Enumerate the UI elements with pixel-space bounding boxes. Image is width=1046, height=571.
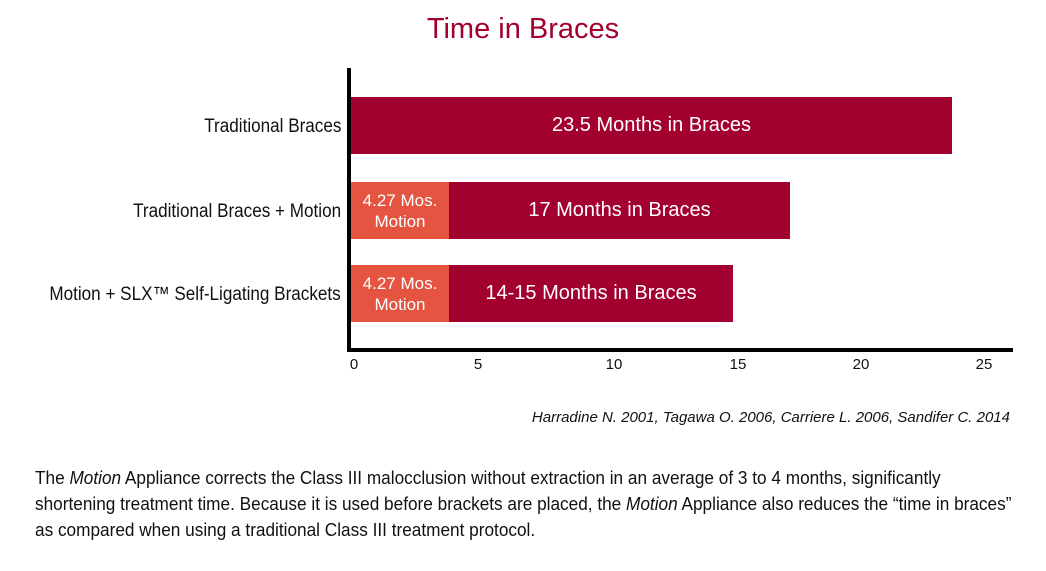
motion-label-line2: Motion	[374, 294, 426, 314]
x-axis-line	[347, 348, 1013, 352]
bar-segment-motion: 4.27 Mos. Motion	[351, 182, 449, 239]
motion-label-line2: Motion	[374, 211, 426, 231]
source-citation: Harradine N. 2001, Tagawa O. 2006, Carri…	[531, 409, 1010, 426]
x-tick-label: 15	[729, 356, 747, 373]
description-paragraph: The Motion Appliance corrects the Class …	[35, 465, 1016, 543]
bar-segment-braces: 14-15 Months in Braces	[449, 265, 733, 322]
paragraph-text: Appliance also reduces the “time in brac…	[35, 493, 1012, 540]
x-tick-label: 10	[605, 356, 623, 373]
x-tick-label: 5	[473, 356, 483, 373]
bar-segment-motion: 4.27 Mos. Motion	[351, 265, 449, 322]
category-label-traditional-motion: Traditional Braces + Motion	[133, 201, 341, 222]
motion-label-line1: 4.27 Mos.	[362, 273, 438, 293]
motion-label-line1: 4.27 Mos.	[362, 190, 438, 210]
bar-motion-slx: 4.27 Mos. Motion 14-15 Months in Braces	[351, 265, 733, 322]
x-tick-label: 0	[349, 356, 359, 373]
paragraph-emphasis: Motion	[626, 493, 678, 514]
x-tick-label: 25	[975, 356, 993, 373]
paragraph-emphasis: Motion	[69, 467, 122, 488]
bar-traditional: 23.5 Months in Braces	[351, 97, 952, 154]
category-label-traditional: Traditional Braces	[203, 116, 341, 137]
bar-segment-braces: 23.5 Months in Braces	[351, 97, 952, 154]
bar-traditional-motion: 4.27 Mos. Motion 17 Months in Braces	[351, 182, 790, 239]
y-axis-line	[347, 68, 351, 352]
bar-segment-braces: 17 Months in Braces	[449, 182, 790, 239]
paragraph-text: The	[35, 467, 70, 488]
chart-title: Time in Braces	[426, 13, 620, 45]
x-tick-label: 20	[852, 356, 870, 373]
category-label-motion-slx: Motion + SLX™ Self-Ligating Brackets	[49, 284, 341, 305]
paragraph-text: Appliance corrects the Class III maloccl…	[35, 467, 941, 514]
